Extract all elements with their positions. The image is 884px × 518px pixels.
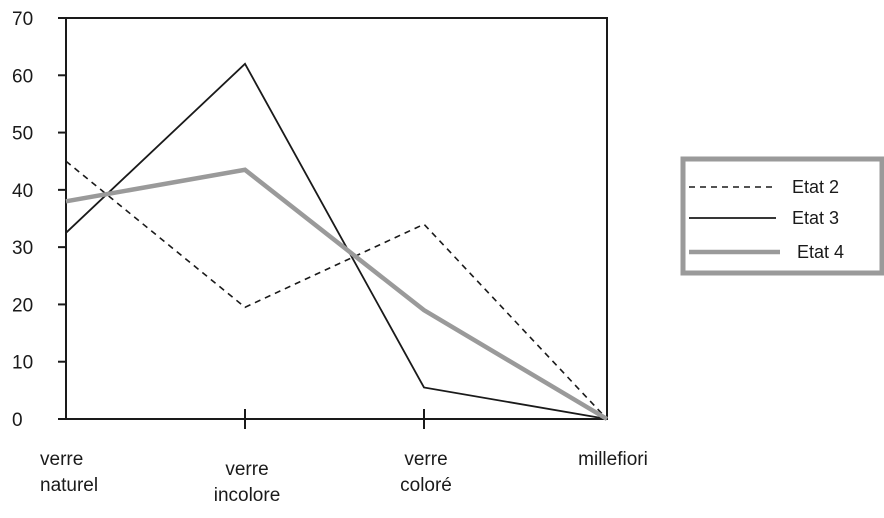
series-line-etat-4: [66, 170, 607, 419]
series-lines: [66, 64, 607, 419]
y-tick-label: 30: [12, 238, 33, 259]
series-line-etat-2: [66, 161, 607, 419]
y-tick-label: 10: [12, 353, 33, 374]
legend: Etat 2 Etat 3 Etat 4: [683, 159, 882, 273]
x-category-label: verre: [40, 449, 83, 470]
y-axis: 0 10 20 30 40 50 60 70: [12, 9, 66, 431]
legend-label: Etat 2: [792, 177, 839, 197]
y-tick-label: 60: [12, 66, 33, 87]
legend-frame: [683, 159, 882, 273]
x-axis: verre naturel verre incolore verre coloré mill…: [40, 409, 648, 506]
y-tick-label: 50: [12, 124, 33, 145]
y-tick-label: 20: [12, 295, 33, 316]
y-tick-label: 70: [12, 9, 33, 30]
x-category-label: verre: [225, 459, 268, 480]
x-category-label: incolore: [214, 485, 281, 506]
x-category-label: verre: [404, 449, 447, 470]
x-category-label: coloré: [400, 475, 452, 496]
y-tick-label: 40: [12, 181, 33, 202]
x-category-label: millefiori: [578, 449, 648, 470]
x-category-label: naturel: [40, 475, 98, 496]
y-tick-label: 0: [12, 410, 23, 431]
legend-label: Etat 3: [792, 208, 839, 228]
plot-frame: [66, 18, 607, 419]
legend-label: Etat 4: [797, 242, 844, 262]
